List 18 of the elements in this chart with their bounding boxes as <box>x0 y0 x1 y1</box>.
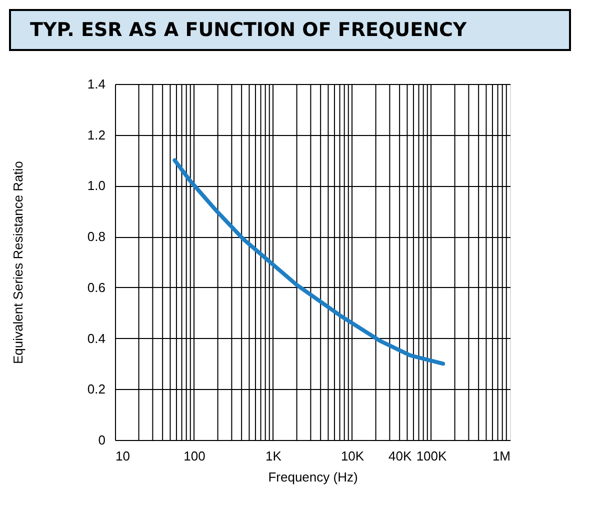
y-tick-label: 1.4 <box>87 76 106 92</box>
y-tick-label: 0.6 <box>87 280 106 295</box>
x-tick-label: 100K <box>416 448 447 464</box>
x-axis-title: Frequency (Hz) <box>268 470 358 484</box>
x-tick-label: 100 <box>184 448 206 464</box>
y-tick-label: 1.2 <box>87 127 106 142</box>
x-tick-label: 10K <box>340 448 364 464</box>
y-axis-title: Equivalent Series Resistance Ratio <box>10 160 26 364</box>
y-tick-label: 0.8 <box>87 229 106 244</box>
x-tick-label: 10 <box>116 448 130 464</box>
x-tick-label: 1K <box>266 448 282 464</box>
x-tick-label: 1M <box>492 448 510 464</box>
chart-title: TYP. ESR AS A FUNCTION OF FREQUENCY <box>30 19 467 41</box>
y-tick-label: 0.2 <box>87 382 106 397</box>
y-tick-label: 0.4 <box>87 330 106 346</box>
y-tick-label: 0 <box>98 432 106 448</box>
x-tick-label: 40K <box>388 448 412 464</box>
y-tick-label: 1.0 <box>87 178 106 194</box>
